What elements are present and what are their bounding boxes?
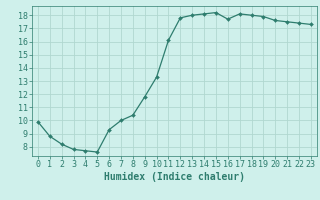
- X-axis label: Humidex (Indice chaleur): Humidex (Indice chaleur): [104, 172, 245, 182]
